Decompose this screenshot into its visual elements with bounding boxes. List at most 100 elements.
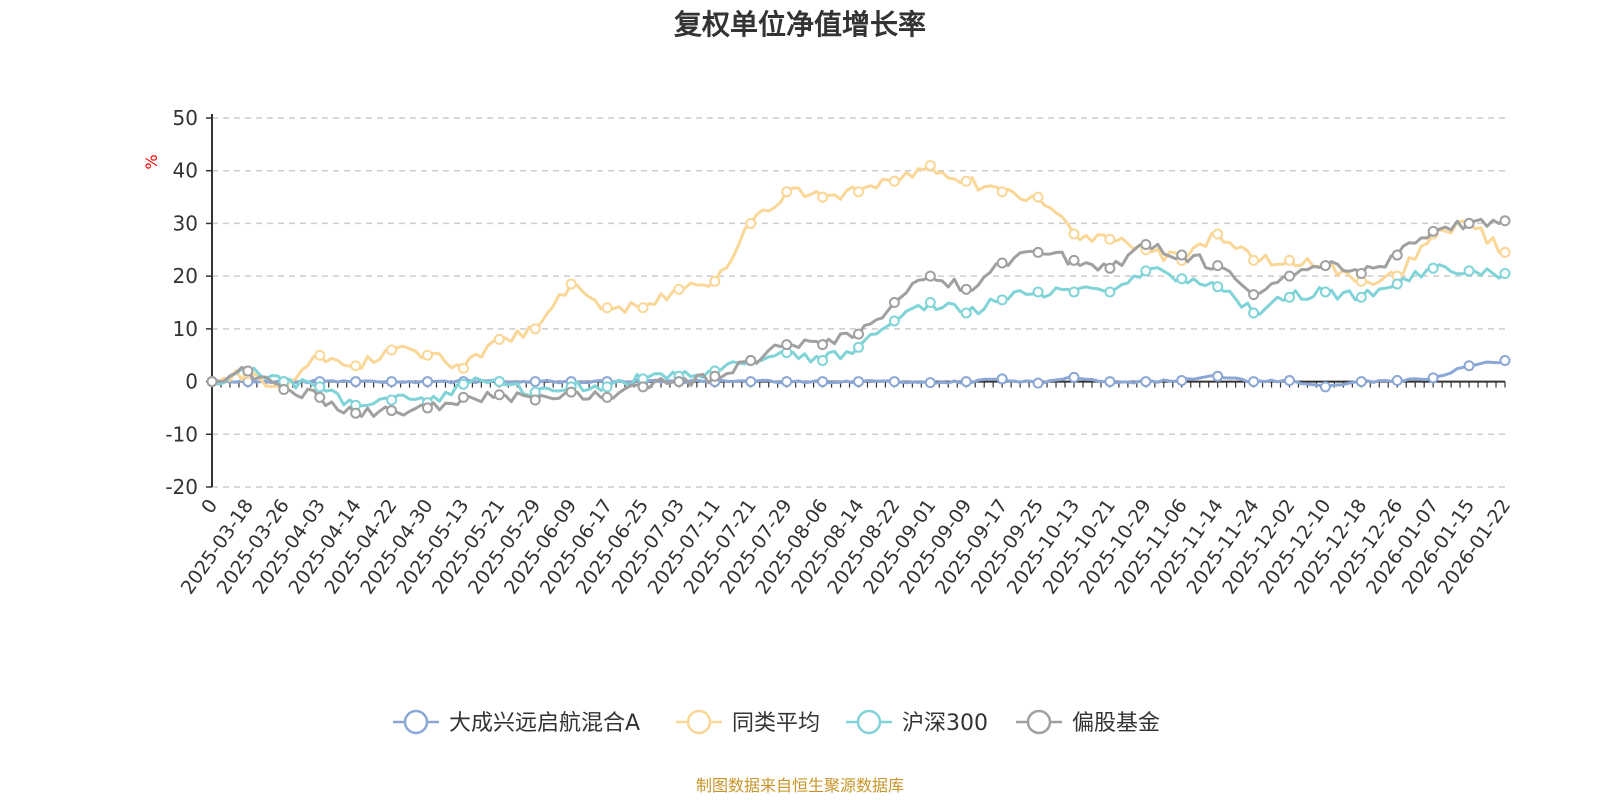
data-point: [386, 344, 398, 356]
data-point: [817, 354, 829, 366]
data-point: [386, 405, 398, 417]
data-point: [1319, 286, 1331, 298]
data-point: [781, 186, 793, 198]
data-point: [1176, 249, 1188, 261]
data-point: [853, 376, 864, 388]
y-tick-label: 30: [173, 211, 198, 235]
legend-item: 同类平均: [676, 709, 820, 736]
data-point: [1391, 375, 1403, 387]
data-point: [493, 333, 505, 345]
data-point: [1104, 286, 1116, 298]
data-point: [386, 394, 398, 406]
data-point: [1212, 281, 1224, 293]
data-point: [1391, 249, 1403, 261]
y-tick-label: 10: [173, 317, 198, 341]
data-point: [350, 376, 362, 388]
data-point: [350, 407, 362, 419]
data-point: [278, 383, 290, 395]
data-point: [1032, 191, 1044, 203]
data-point: [1499, 268, 1511, 280]
data-point: [601, 381, 613, 393]
data-point: [1284, 254, 1295, 266]
legend-item: 沪深300: [846, 709, 988, 736]
data-point: [960, 175, 972, 187]
grid-lines: [212, 117, 1505, 488]
data-point: [529, 376, 541, 388]
data-point: [1284, 270, 1295, 282]
data-point: [1284, 291, 1295, 303]
legend: 大成兴远启航混合A 同类平均 沪深300 偏股基金: [393, 709, 1160, 736]
y-tick-label: 40: [173, 159, 198, 183]
y-tick-label: 0: [185, 370, 198, 394]
axes: -20-100102030405002025-03-182025-03-2620…: [165, 106, 1515, 598]
data-point: [1068, 228, 1080, 240]
data-point: [457, 391, 469, 403]
data-point: [1104, 376, 1116, 388]
data-point: [1032, 286, 1044, 298]
data-point: [781, 339, 793, 351]
data-point: [1248, 254, 1260, 266]
data-point: [565, 386, 577, 398]
series-1: [206, 159, 1511, 393]
data-point: [673, 376, 685, 388]
series-3: [206, 215, 1511, 419]
data-point: [422, 376, 433, 388]
data-point: [601, 302, 613, 314]
series-0: [206, 354, 1511, 393]
data-point: [1427, 262, 1439, 274]
legend-marker: [1026, 709, 1052, 735]
data-point: [924, 297, 936, 308]
data-point: [529, 323, 541, 335]
data-point: [1176, 375, 1188, 387]
y-tick-label: 20: [173, 264, 198, 288]
data-point: [745, 376, 757, 388]
data-point: [493, 376, 505, 388]
data-point: [996, 257, 1008, 269]
data-point: [888, 315, 900, 327]
y-tick-label: 50: [173, 106, 198, 130]
data-point: [314, 381, 326, 393]
data-point: [1355, 291, 1367, 303]
data-point: [1499, 215, 1511, 227]
legend-item: 大成兴远启航混合A: [393, 709, 640, 736]
data-point: [960, 376, 972, 388]
data-point: [422, 402, 433, 414]
legend-item: 偏股基金: [1016, 709, 1160, 736]
data-point: [1140, 376, 1152, 388]
data-point: [1319, 260, 1331, 272]
legend-label: 大成兴远启航混合A: [449, 711, 640, 736]
data-point: [1499, 354, 1511, 366]
series-lines: [206, 159, 1511, 419]
legend-label: 同类平均: [732, 711, 820, 736]
legend-label: 沪深300: [902, 711, 988, 736]
data-point: [1391, 278, 1403, 290]
data-point: [457, 378, 469, 390]
data-point: [1463, 360, 1475, 372]
data-point: [386, 376, 398, 388]
data-point: [601, 391, 613, 403]
legend-label: 偏股基金: [1072, 711, 1160, 736]
data-point: [1355, 268, 1367, 280]
data-point: [709, 275, 721, 287]
data-point: [1140, 239, 1152, 251]
legend-marker: [403, 709, 429, 735]
x-tick-label: 0: [197, 495, 222, 518]
y-axis-unit: %: [142, 154, 161, 169]
series-line: [210, 163, 1507, 389]
data-point: [1104, 233, 1116, 245]
data-point: [817, 191, 829, 203]
data-point: [350, 360, 362, 372]
data-point: [1427, 225, 1439, 237]
data-point: [853, 341, 864, 353]
data-point: [960, 283, 972, 295]
data-point: [529, 394, 541, 406]
y-tick-label: -10: [165, 422, 198, 446]
data-point: [853, 186, 864, 198]
data-point: [314, 391, 326, 403]
data-point: [1068, 254, 1080, 266]
data-point: [1499, 246, 1511, 258]
legend-marker: [686, 709, 712, 735]
data-point: [817, 376, 829, 388]
